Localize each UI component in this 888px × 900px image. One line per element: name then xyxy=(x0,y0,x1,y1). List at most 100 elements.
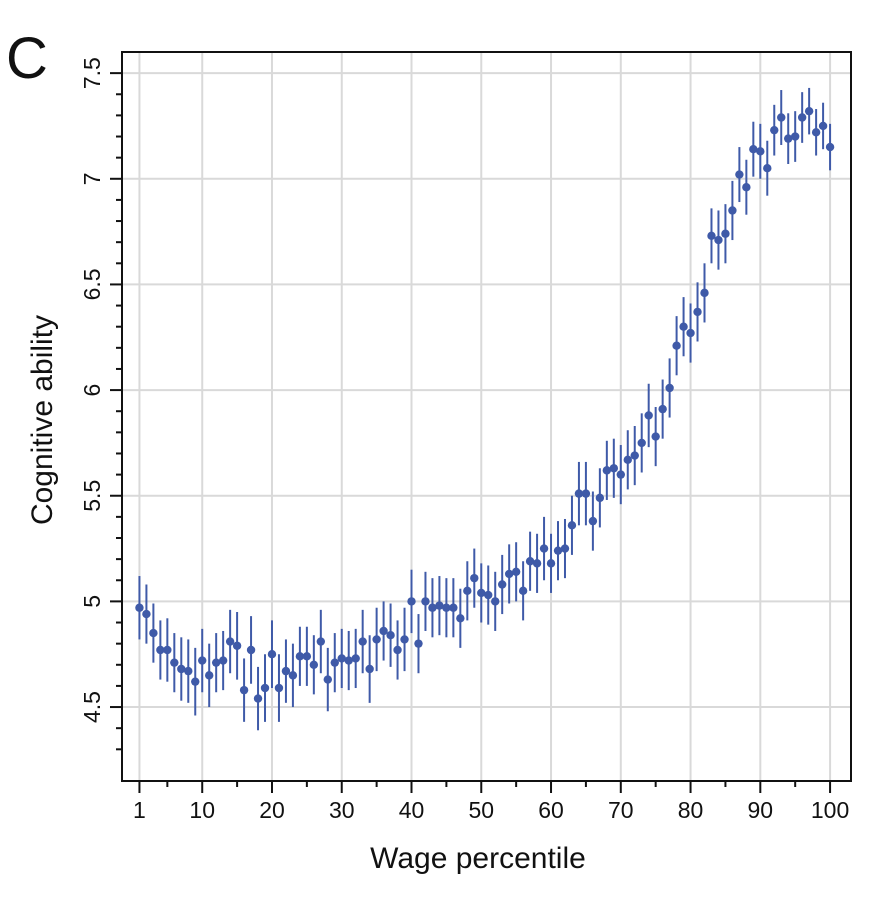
point-marker xyxy=(372,635,381,644)
point-marker xyxy=(574,489,584,498)
point-marker xyxy=(135,603,144,612)
data-point xyxy=(637,413,646,473)
point-marker xyxy=(707,231,716,241)
data-point xyxy=(672,316,681,376)
data-point xyxy=(163,618,172,682)
data-point xyxy=(211,633,221,693)
point-marker xyxy=(302,652,312,661)
data-point xyxy=(435,576,444,636)
point-marker xyxy=(532,559,542,568)
point-marker xyxy=(672,341,681,350)
point-marker xyxy=(763,164,772,173)
grid xyxy=(122,52,851,781)
point-marker xyxy=(700,288,709,298)
point-marker xyxy=(693,307,702,317)
data-point xyxy=(728,180,737,241)
data-point xyxy=(260,654,270,722)
x-tick-label: 1 xyxy=(133,797,146,823)
data-point xyxy=(651,406,660,467)
y-tick-label: 5.5 xyxy=(79,480,105,512)
data-point xyxy=(218,630,228,691)
point-marker xyxy=(518,586,528,596)
data-point xyxy=(546,533,556,593)
point-marker xyxy=(407,597,416,606)
data-point xyxy=(658,379,667,439)
point-marker xyxy=(616,470,625,479)
point-marker xyxy=(511,567,521,577)
data-point xyxy=(630,426,639,486)
point-marker xyxy=(651,432,660,441)
point-marker xyxy=(686,328,695,338)
x-tick-label: 80 xyxy=(678,797,704,823)
data-point xyxy=(735,147,744,203)
point-marker xyxy=(393,645,402,655)
x-tick-label: 50 xyxy=(468,797,494,823)
point-marker xyxy=(470,573,479,583)
point-marker xyxy=(797,113,807,122)
point-marker xyxy=(246,645,256,655)
data-point xyxy=(784,113,793,164)
point-marker xyxy=(546,559,556,568)
point-marker xyxy=(184,666,193,676)
point-marker xyxy=(644,411,653,420)
point-marker xyxy=(260,683,270,693)
data-point xyxy=(288,643,298,708)
data-point xyxy=(811,109,821,156)
data-point xyxy=(581,461,591,526)
data-point xyxy=(588,491,598,551)
point-marker xyxy=(198,656,207,665)
data-point xyxy=(295,626,305,686)
data-point xyxy=(463,561,472,621)
data-point xyxy=(156,620,165,680)
data-point xyxy=(379,601,388,661)
data-point xyxy=(344,630,353,691)
data-point xyxy=(330,633,339,693)
data-point xyxy=(477,563,486,623)
data-point xyxy=(372,607,381,672)
point-marker xyxy=(232,641,242,650)
point-marker xyxy=(379,626,388,636)
point-marker xyxy=(581,489,591,498)
point-marker xyxy=(428,603,437,612)
data-point xyxy=(253,666,263,731)
point-marker xyxy=(630,451,639,460)
point-marker xyxy=(811,128,821,137)
data-point xyxy=(721,204,730,264)
data-point xyxy=(504,544,514,604)
point-marker xyxy=(818,121,828,131)
point-marker xyxy=(463,586,472,596)
data-point xyxy=(309,635,319,695)
data-point xyxy=(177,637,186,701)
x-tick-label: 100 xyxy=(811,797,849,823)
point-marker xyxy=(756,147,765,156)
data-point xyxy=(790,111,800,162)
data-point xyxy=(714,210,723,270)
point-marker xyxy=(163,645,172,655)
point-marker xyxy=(560,544,570,553)
point-marker xyxy=(735,170,744,179)
point-marker xyxy=(784,134,793,143)
data-point xyxy=(135,576,144,640)
point-marker xyxy=(295,652,305,661)
point-marker xyxy=(825,142,835,152)
point-marker xyxy=(456,614,465,623)
point-marker xyxy=(525,557,535,566)
data-point xyxy=(323,647,332,712)
data-point xyxy=(770,104,779,156)
point-marker xyxy=(386,631,395,640)
point-marker xyxy=(337,654,346,663)
data-point xyxy=(609,438,619,498)
data-point xyxy=(602,440,612,500)
data-point xyxy=(553,521,563,581)
point-marker xyxy=(267,650,277,659)
data-point xyxy=(742,159,751,215)
point-marker xyxy=(344,656,353,665)
point-marker xyxy=(170,658,179,667)
x-tick-label: 10 xyxy=(189,797,215,823)
data-point xyxy=(351,628,360,689)
data-point xyxy=(316,609,326,674)
data-point xyxy=(686,303,695,363)
data-point xyxy=(707,208,716,264)
point-marker xyxy=(491,597,500,606)
data-point xyxy=(191,647,200,716)
